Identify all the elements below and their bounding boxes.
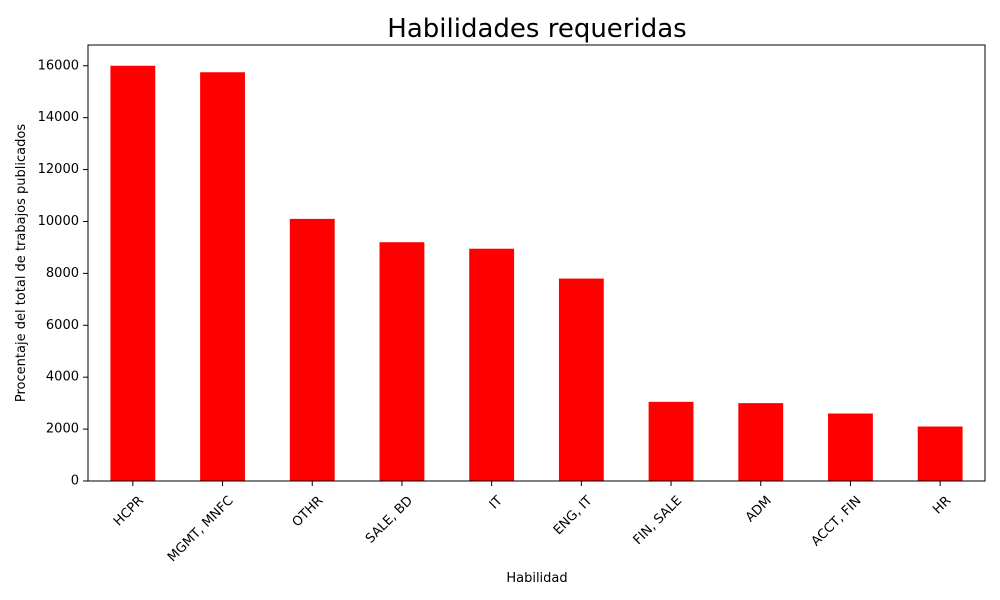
bar-1	[200, 72, 245, 481]
y-axis-label: Procentaje del total de trabajos publica…	[14, 124, 29, 402]
bar-9	[917, 426, 963, 481]
y-tick-label: 0	[71, 474, 79, 489]
x-tick-label: ENG, IT	[551, 493, 596, 538]
bar-3	[379, 242, 425, 481]
bar-4	[469, 248, 515, 481]
x-tick-label: MGMT, MNFC	[165, 493, 237, 565]
y-tick-label: 16000	[38, 58, 79, 73]
x-tick-label: FIN, SALE	[631, 493, 686, 548]
bar-8	[828, 413, 873, 481]
bars-group	[110, 65, 963, 481]
bar-2	[289, 218, 335, 481]
y-tick-label: 6000	[46, 318, 79, 333]
bar-6	[648, 401, 694, 481]
y-tick-label: 2000	[46, 422, 79, 437]
bar-7	[738, 403, 784, 481]
x-tick-label: SALE, BD	[363, 493, 416, 546]
y-tick-label: 10000	[38, 214, 79, 229]
y-tick-label: 12000	[38, 162, 79, 177]
y-axis-ticks: 0 2000 4000 6000 8000 10000 12000 14000 16000	[38, 58, 88, 489]
x-tick-label: HR	[930, 493, 954, 517]
y-tick-label: 8000	[46, 266, 79, 281]
x-tick-label: ACCT, FIN	[809, 493, 865, 549]
x-tick-label: ADM	[743, 493, 775, 525]
x-tick-label: HCPR	[111, 493, 147, 529]
x-axis-label: Habilidad	[506, 571, 567, 586]
x-tick-label: IT	[487, 493, 506, 512]
x-tick-label: OTHR	[290, 493, 327, 530]
y-tick-label: 14000	[38, 110, 79, 125]
chart-title: Habilidades requeridas	[387, 14, 686, 44]
bar-5	[558, 278, 604, 481]
bar-0	[110, 65, 156, 481]
x-axis-ticks: HCPR MGMT, MNFC OTHR SALE, BD IT ENG, IT FIN, …	[111, 481, 954, 565]
y-tick-label: 4000	[46, 370, 79, 385]
plot-frame	[87, 44, 986, 482]
